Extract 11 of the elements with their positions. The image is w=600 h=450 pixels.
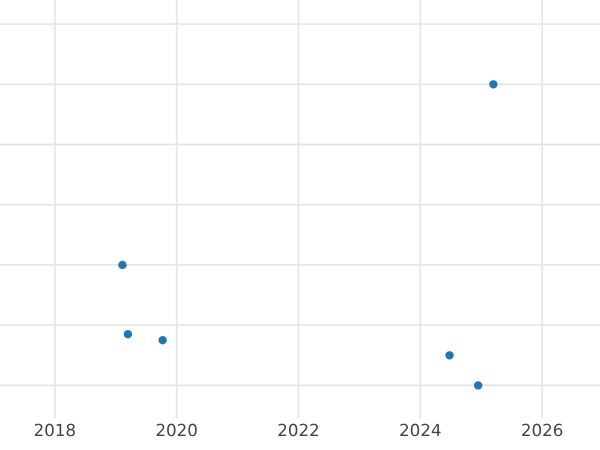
x-tick-label: 2026 — [522, 424, 562, 436]
x-tick-label: 2020 — [156, 424, 197, 436]
x-tick-label: 2018 — [34, 424, 75, 436]
point — [124, 330, 132, 338]
point — [474, 381, 482, 390]
point — [445, 351, 454, 360]
x-tick-label: 2022 — [278, 424, 318, 436]
point — [118, 260, 127, 270]
x-tick-label: 2024 — [400, 424, 441, 436]
point — [489, 80, 498, 88]
point — [158, 336, 167, 344]
